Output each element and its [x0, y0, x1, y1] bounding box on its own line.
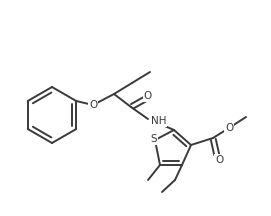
Text: O: O: [144, 91, 152, 101]
Text: O: O: [215, 155, 223, 165]
Text: O: O: [225, 123, 233, 133]
Text: O: O: [89, 100, 97, 110]
Text: NH: NH: [151, 116, 166, 126]
Text: S: S: [151, 134, 157, 144]
